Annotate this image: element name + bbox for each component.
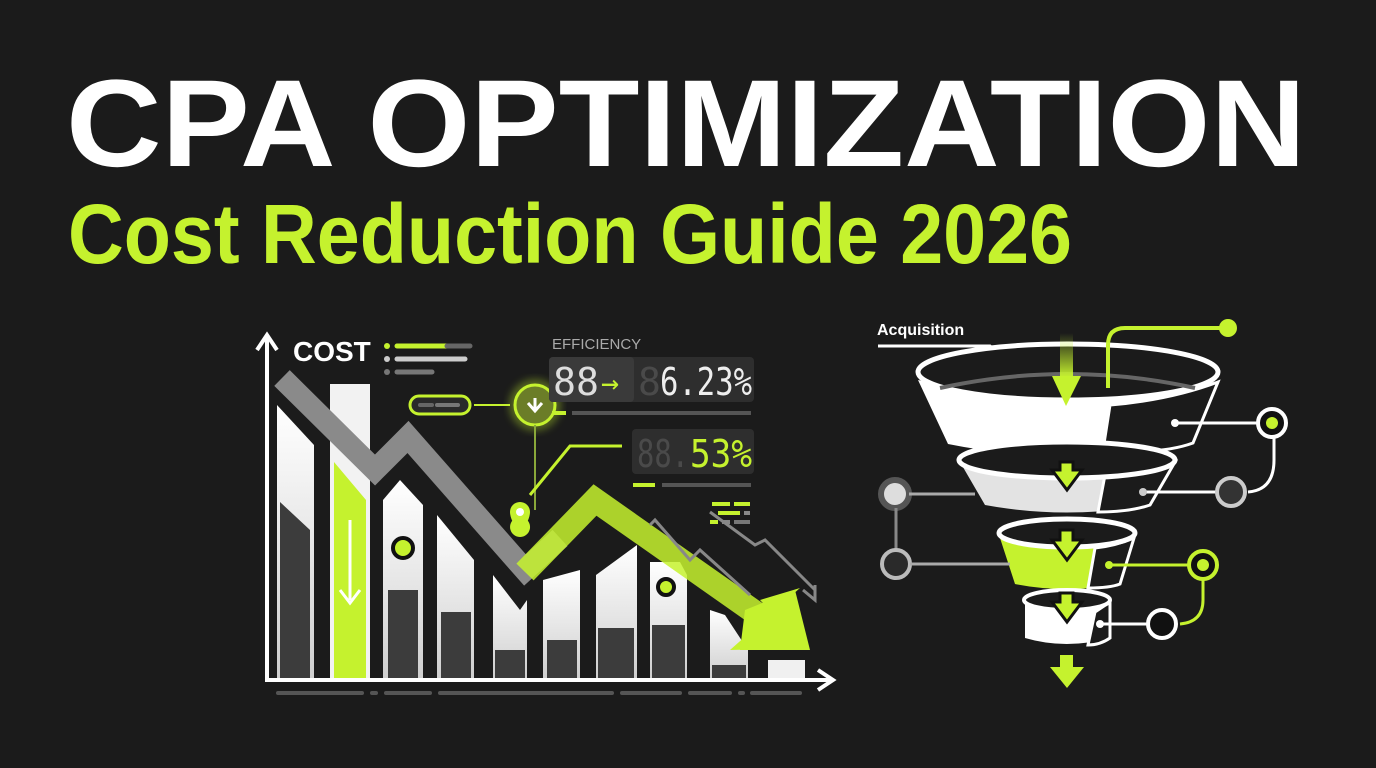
data-point-icon [656,577,676,597]
bar [768,660,805,678]
bar [652,625,685,678]
display2-dim: 88. [637,432,689,476]
bar [712,665,746,678]
display-after: 6.23% [660,360,752,404]
x-axis-arrow-icon [816,668,837,692]
y-axis-arrow-icon [255,331,279,352]
acquisition-label: Acquisition [877,322,964,339]
dash-indicators [710,502,750,524]
efficiency-label: EFFICIENCY [552,336,641,353]
bar [441,612,471,678]
display-arrow-icon: → [601,366,619,401]
display2-value: 53% [690,432,752,476]
down-arrow-icon [526,402,544,414]
data-point-icon [391,536,415,560]
secondary-trend-arrow [648,517,752,597]
node-icon [880,548,912,580]
bar [388,590,418,678]
node-icon [878,477,912,511]
efficiency-display-2 [632,429,754,474]
map-pin-icon [510,502,531,537]
cost-chart: COST [255,331,837,695]
node-icon [1146,608,1178,640]
bar [710,610,748,678]
bar [547,640,577,678]
bar [495,650,525,678]
display-before: 88 [553,360,599,404]
cost-label: COST [293,336,371,367]
trend-line-green [516,484,787,640]
node-icon [1215,476,1247,508]
down-arrow-icon [338,589,362,606]
legend [384,343,473,375]
down-arrow-icon [1049,460,1085,688]
bar [280,502,310,678]
arrow-icon [802,585,817,604]
funnel-diagram: Acquisition [877,319,1288,688]
display-dim-digit: 8 [638,360,661,404]
page-title: CPA OPTIMIZATION [66,55,1306,193]
bars [277,384,805,678]
page-subtitle: Cost Reduction Guide 2026 [68,187,1072,281]
down-arrow-icon [1052,376,1081,406]
node-icon [1219,319,1237,337]
bar [598,628,634,678]
